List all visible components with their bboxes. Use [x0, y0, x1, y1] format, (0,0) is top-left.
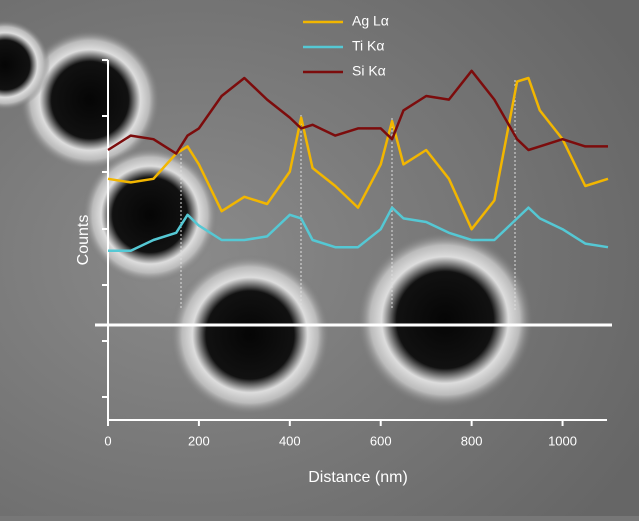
x-tick-label: 400: [279, 433, 301, 448]
x-tick-label: 600: [370, 433, 392, 448]
peak-guides: [180, 80, 516, 310]
legend-label: Ti Kα: [352, 38, 384, 54]
x-axis-label: Distance (nm): [308, 469, 408, 486]
legend-label: Si Kα: [352, 63, 386, 79]
legend-label: Ag Lα: [352, 13, 389, 29]
series-line: [108, 206, 609, 253]
x-tick-label: 800: [461, 433, 483, 448]
series-line: [107, 76, 609, 231]
y-axis: [102, 59, 109, 420]
y-axis-label: Counts: [75, 215, 92, 266]
x-tick-label: 1000: [548, 433, 577, 448]
particles: [0, 20, 533, 415]
series-line: [107, 69, 608, 155]
x-tick-label: 0: [104, 433, 111, 448]
x-tick-label: 200: [188, 433, 210, 448]
